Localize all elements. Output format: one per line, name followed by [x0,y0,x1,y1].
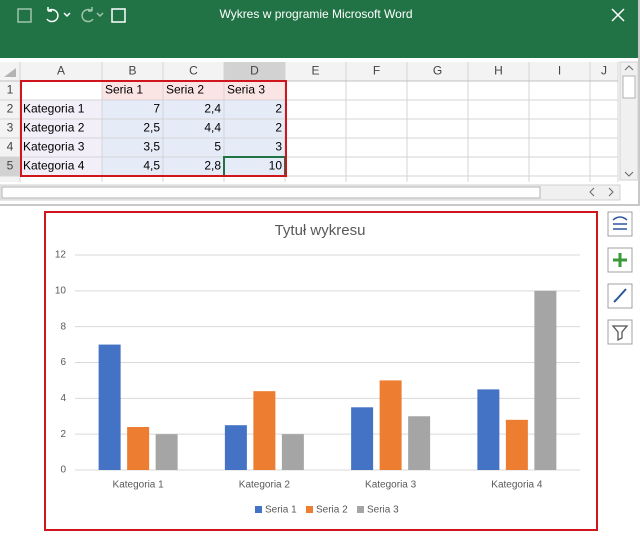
row-header: 3 [7,121,14,135]
y-tick-label: 4 [60,393,66,404]
undo-icon[interactable] [46,7,59,23]
save-icon[interactable] [17,8,32,23]
legend-label: Seria 2 [316,505,348,516]
cell: 3 [275,140,282,154]
spreadsheet: A B C D E F G H I J 1 Seria 1 Seria 2 Seria 3 2 Kategor… [0,62,619,182]
column-header: I [558,64,561,78]
cell: 2,4 [204,102,221,116]
bar [98,344,121,470]
y-tick-label: 6 [60,357,66,368]
bar [224,425,247,470]
column-header: C [189,64,198,78]
cell: 2 [275,121,282,135]
bar [505,419,528,470]
filter-icon [611,325,629,342]
excel-icon[interactable] [111,8,126,23]
title-bar [0,0,638,58]
cell: 2,8 [204,159,221,173]
redo-icon[interactable] [81,7,94,23]
legend-label: Seria 3 [367,505,399,516]
cell: 3,5 [143,140,160,154]
bar [477,389,500,470]
redo-menu[interactable] [96,12,104,18]
header-row [0,62,618,81]
active-row-header [0,157,20,176]
select-all [4,68,16,77]
x-tick-label: Kategoria 2 [239,480,291,491]
row-header: 5 [7,159,14,173]
close-button[interactable] [611,8,625,22]
column-header: H [494,64,503,78]
cell: Kategoria 4 [23,159,85,173]
quick-access [17,7,625,23]
chart-tools [607,211,633,345]
bar [127,427,150,470]
layout-icon [612,216,628,230]
scroll-arrows [589,187,614,197]
active-col-header [224,62,285,81]
y-tick-label: 10 [55,285,67,296]
cell: 7 [153,102,160,116]
chart-title: Tytuł wykresu [275,222,366,239]
chart-area[interactable] [44,211,598,531]
bar [408,416,431,470]
cell: 5 [214,140,221,154]
scroll-thumb[interactable] [622,75,636,99]
column-header: D [250,64,259,78]
chart: 0 2 4 6 8 10 12 Kategoria 1 Kategoria 2 Kategoria… [55,250,580,516]
cell: Kategoria 3 [23,140,85,154]
cell: 2 [275,102,282,116]
x-tick-label: Kategoria 1 [113,480,165,491]
cell: 4,5 [143,159,160,173]
column-header: E [311,64,319,78]
row-header: 2 [7,102,14,116]
filter-button[interactable] [607,319,633,345]
cell: 2,5 [143,121,160,135]
row-header: 4 [7,140,14,154]
cell: Seria 3 [227,83,265,97]
y-tick-label: 8 [60,321,66,332]
window-title: Wykres w programie Microsoft Word [219,7,412,21]
scroll-arrows [624,65,634,177]
bar [534,290,557,470]
x-tick-label: Kategoria 4 [491,480,543,491]
column-header: J [601,64,607,78]
x-tick-label: Kategoria 3 [365,480,417,491]
cell: 10 [269,159,283,173]
legend-swatch [306,506,313,513]
legend-swatch [357,506,364,513]
layout-button[interactable] [607,211,633,237]
column-header: F [373,64,380,78]
cell: Kategoria 1 [23,102,85,116]
bar [379,380,402,470]
brush-icon [613,288,627,303]
y-tick-label: 0 [60,465,66,476]
legend-swatch [255,506,262,513]
range-highlight [20,80,287,177]
column-header: G [433,64,442,78]
bar [351,407,374,470]
cell: Seria 2 [166,83,204,97]
y-tick-label: 2 [60,429,66,440]
y-tick-label: 12 [55,250,67,261]
column-header: B [128,64,136,78]
plus-icon [613,253,627,267]
undo-menu[interactable] [63,12,71,18]
column-header: A [57,64,65,78]
bar [155,434,178,470]
cell: Seria 1 [105,83,143,97]
bar [281,434,304,470]
legend-label: Seria 1 [265,505,297,516]
row-header: 1 [7,83,14,97]
bar [253,391,276,470]
scroll-thumb[interactable] [1,186,541,199]
cell: 4,4 [204,121,221,135]
range-header-fill [102,81,285,100]
cell: Kategoria 2 [23,121,85,135]
